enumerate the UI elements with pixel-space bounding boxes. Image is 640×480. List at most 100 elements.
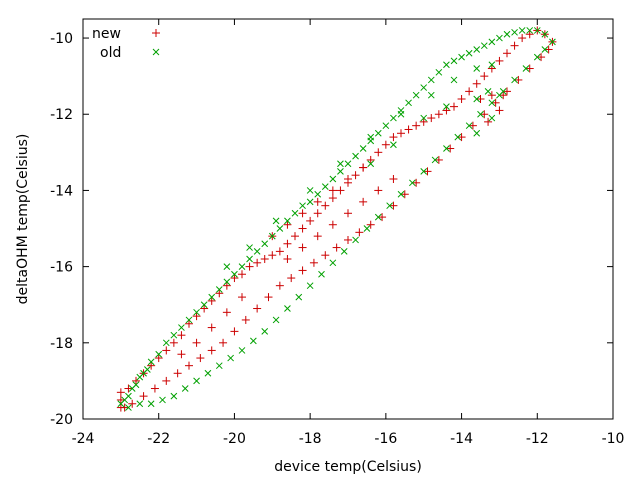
x-axis-label: device temp(Celsius) <box>274 459 422 475</box>
data-point-old <box>272 316 280 324</box>
data-point-old <box>121 396 128 404</box>
data-point-old <box>170 392 178 400</box>
data-point-old <box>465 49 473 57</box>
data-point-old <box>162 339 170 347</box>
x-tick-label: -24 <box>72 431 95 447</box>
data-point-new <box>344 235 352 244</box>
data-point-old <box>314 190 322 198</box>
y-axis-label: deltaOHM temp(Celsius) <box>15 134 31 305</box>
data-point-old <box>522 65 530 72</box>
data-point-new <box>192 312 201 321</box>
y-tick-label: -10 <box>50 31 73 47</box>
data-point-new <box>313 197 322 206</box>
data-point-old <box>397 110 405 118</box>
data-point-new <box>238 270 246 279</box>
data-point-new <box>412 178 421 187</box>
axis-ticks: -24 -22 -20 -18 -16 -14 -12 -10 -20 -18 -16 -14 -12 -… <box>50 19 624 447</box>
data-point-new <box>313 209 322 218</box>
data-points <box>116 26 557 412</box>
data-point-new <box>427 114 436 123</box>
data-point-old <box>193 377 200 385</box>
data-point-new <box>268 251 277 260</box>
data-point-old <box>450 76 458 84</box>
data-point-old <box>473 65 481 72</box>
data-point-new <box>525 30 534 39</box>
data-point-old <box>443 103 450 110</box>
x-tick-label: -20 <box>223 431 246 447</box>
data-point-old <box>352 236 359 244</box>
data-point-old <box>549 38 556 46</box>
data-point-new <box>510 41 519 50</box>
data-point-old <box>454 133 462 141</box>
data-point-new <box>169 338 178 347</box>
data-point-old <box>261 328 269 335</box>
x-tick-label: -12 <box>526 431 549 447</box>
data-point-new <box>537 53 546 62</box>
data-point-old <box>204 369 212 377</box>
data-point-new <box>139 392 148 401</box>
data-point-new <box>253 304 262 313</box>
data-point-new <box>434 155 443 164</box>
data-point-old <box>386 202 393 210</box>
data-point-old <box>533 53 541 61</box>
data-point-old <box>496 34 503 42</box>
data-point-old <box>200 301 208 309</box>
data-point-old <box>284 217 291 225</box>
data-point-old <box>435 68 443 76</box>
data-point-old <box>268 232 276 240</box>
data-point-old <box>420 84 428 91</box>
data-point-old <box>272 217 280 225</box>
data-point-old <box>503 30 511 38</box>
data-point-old <box>223 278 231 286</box>
data-point-new <box>457 133 466 142</box>
data-point-new <box>332 243 341 252</box>
data-point-new <box>446 144 455 153</box>
data-point-old <box>473 95 481 103</box>
data-point-new <box>192 338 201 347</box>
data-point-new <box>503 49 511 58</box>
data-point-old <box>306 198 314 206</box>
data-point-old <box>299 202 306 210</box>
data-point-new <box>503 87 511 96</box>
data-point-old <box>295 293 303 301</box>
data-point-old <box>170 331 178 339</box>
data-point-old <box>443 145 450 152</box>
data-point-old <box>409 179 416 187</box>
data-point-old <box>128 385 136 392</box>
data-point-new <box>355 228 364 237</box>
data-point-old <box>397 190 405 198</box>
data-point-new <box>359 197 368 206</box>
data-point-old <box>390 114 397 122</box>
data-point-new <box>378 213 387 222</box>
data-point-old <box>443 61 450 69</box>
y-tick-label: -14 <box>50 183 73 199</box>
x-tick-label: -22 <box>147 431 170 447</box>
data-point-old <box>420 114 428 122</box>
data-point-new <box>434 110 443 119</box>
legend: new old <box>92 26 160 61</box>
data-point-old <box>382 122 390 130</box>
data-point-new <box>328 220 337 229</box>
data-point-new <box>487 64 496 73</box>
data-point-old <box>306 187 314 194</box>
data-point-old <box>159 396 166 404</box>
data-point-new <box>514 75 523 84</box>
data-point-new <box>389 201 398 210</box>
data-point-new <box>196 354 205 363</box>
y-tick-label: -16 <box>50 260 73 276</box>
data-point-new <box>215 289 224 298</box>
data-point-new <box>264 293 273 302</box>
data-point-new <box>154 354 163 363</box>
data-point-old <box>340 248 348 255</box>
data-point-old <box>337 160 344 168</box>
data-point-new <box>219 338 228 347</box>
data-point-new <box>544 45 553 54</box>
data-point-old <box>155 350 163 358</box>
data-point-new <box>222 281 231 290</box>
data-point-new <box>283 255 292 263</box>
data-point-new <box>351 171 360 180</box>
plot-frame <box>82 18 614 420</box>
data-point-old <box>238 347 246 354</box>
data-point-new <box>132 376 140 385</box>
